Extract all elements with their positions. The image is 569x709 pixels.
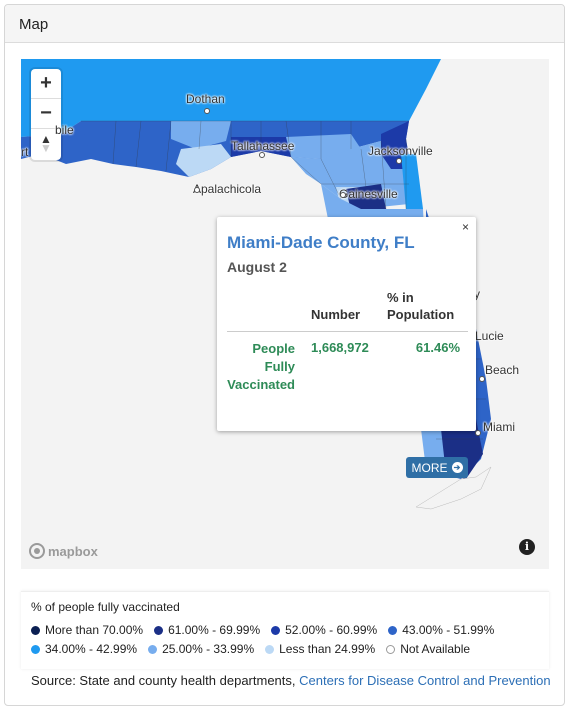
zoom-out-button[interactable]: −	[31, 99, 61, 129]
col-percent-line2: Population	[387, 307, 455, 322]
legend-item: 25.00% - 33.99%	[148, 642, 254, 656]
legend-items: More than 70.00% 61.00% - 69.99% 52.00% …	[31, 623, 539, 656]
popup-table-header: Number % in Population	[227, 287, 468, 332]
legend-swatch-icon	[31, 644, 40, 654]
city-gainesville: Gainesville	[339, 187, 398, 201]
region-ne-coast	[401, 154, 423, 209]
legend-item-label: 25.00% - 33.99%	[162, 642, 255, 656]
legend-swatch-icon	[271, 625, 281, 635]
legend-item: Less than 24.99%	[265, 642, 375, 656]
city-y: y	[474, 287, 480, 301]
region-north-states	[21, 59, 441, 137]
city-dot-miami	[475, 430, 481, 436]
city-miami: Miami	[483, 420, 515, 434]
popup-date: August 2	[227, 259, 287, 275]
legend-item: Not Available	[386, 642, 470, 656]
info-icon[interactable]: i	[519, 539, 535, 555]
zoom-controls: + − ▲ ▼	[31, 69, 61, 160]
legend-title: % of people fully vaccinated	[31, 600, 180, 614]
compass-icon: ▲	[40, 132, 52, 146]
legend-item: 61.00% - 69.99%	[154, 623, 260, 637]
zoom-in-button[interactable]: +	[31, 69, 61, 99]
col-percent-line1: % in	[387, 290, 414, 305]
more-button-label: MORE	[411, 460, 448, 475]
region-monroe	[415, 466, 492, 510]
legend-item: 52.00% - 60.99%	[271, 623, 377, 637]
region-panhandle-light1	[171, 121, 231, 149]
region-panhandle-light2	[176, 144, 231, 177]
city-dot-beach	[479, 376, 485, 382]
mapbox-logo-icon	[29, 543, 45, 559]
city-rt: rt	[21, 145, 29, 159]
table-row: People Fully Vaccinated 1,668,972 61.46%	[227, 332, 468, 394]
row-label: People Fully Vaccinated	[227, 340, 295, 394]
legend-item: 43.00% - 51.99%	[388, 623, 494, 637]
legend-item-label: Not Available	[400, 642, 471, 656]
cdc-link[interactable]: Centers for Disease Control and Preventi…	[299, 673, 551, 688]
legend-item-label: 34.00% - 42.99%	[45, 642, 138, 656]
legend-swatch-icon	[148, 644, 158, 654]
legend-item-label: 52.00% - 60.99%	[285, 623, 378, 637]
city-tallahassee: Tallahassee	[231, 139, 295, 153]
more-button[interactable]: MORE ➔	[406, 457, 468, 478]
legend-swatch-icon	[265, 644, 275, 654]
source-note: Source: State and county health departme…	[31, 673, 551, 688]
mapbox-logo-text: mapbox	[48, 543, 98, 559]
vaccination-map[interactable]: + − ▲ ▼ Dothan bile rt Tallahassee Jacks…	[21, 59, 549, 569]
city-dot-gainesville	[340, 192, 346, 198]
region-alachua	[346, 184, 386, 211]
legend-swatch-icon	[386, 644, 396, 654]
city-lucie: Lucie	[475, 329, 504, 343]
legend-item: 34.00% - 42.99%	[31, 642, 137, 656]
col-number-header: Number	[311, 307, 361, 322]
legend-item-label: 43.00% - 51.99%	[402, 623, 495, 637]
city-dothan: Dothan	[186, 92, 225, 106]
col-percent-header: % in Population	[387, 289, 454, 323]
popup-county-title: Miami-Dade County, FL	[227, 233, 415, 252]
panel-title: Map	[5, 5, 564, 43]
mapbox-attribution[interactable]: mapbox	[29, 543, 98, 559]
legend-item-label: 61.00% - 69.99%	[168, 623, 261, 637]
county-popup: × Miami-Dade County, FL August 2 Number …	[217, 217, 476, 478]
row-percent: 61.46%	[415, 340, 460, 355]
map-panel: Map	[4, 4, 565, 706]
city-beach: Beach	[485, 363, 520, 377]
city-mobile: bile	[55, 123, 74, 137]
city-dot-tallahassee	[259, 152, 265, 158]
compass-south-icon: ▼	[40, 141, 52, 155]
legend-swatch-icon	[154, 625, 164, 635]
source-prefix: Source: State and county health departme…	[31, 673, 300, 688]
city-dot-jacksonville	[396, 158, 402, 164]
city-dot-dothan	[204, 108, 210, 114]
city-jacksonville: Jacksonville	[368, 144, 433, 158]
compass-button[interactable]: ▲ ▼	[31, 129, 61, 159]
arrow-right-icon: ➔	[451, 462, 463, 473]
city-dot-apalachicola	[194, 187, 200, 193]
row-number: 1,668,972	[311, 340, 369, 355]
legend-item-label: Less than 24.99%	[279, 642, 376, 656]
legend-swatch-icon	[388, 625, 398, 635]
legend-swatch-icon	[31, 625, 40, 635]
city-apalachicola: Apalachicola	[193, 182, 262, 196]
map-legend: % of people fully vaccinated More than 7…	[21, 591, 549, 669]
row-label-line1: People	[252, 341, 295, 356]
legend-item-label: More than 70.00%	[45, 623, 144, 637]
row-label-line2: Fully	[264, 359, 295, 374]
row-label-line3: Vaccinated	[227, 377, 295, 392]
popup-table: Number % in Population People Fully Vacc…	[227, 287, 468, 394]
legend-item: More than 70.00%	[31, 623, 143, 637]
popup-close-button[interactable]: ×	[461, 220, 469, 234]
